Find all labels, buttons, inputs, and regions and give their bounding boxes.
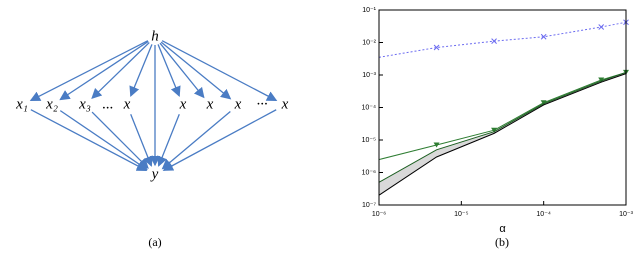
series-line — [378, 71, 627, 183]
node-label: x₂ — [45, 96, 58, 112]
y-tick-label: 10⁻⁵ — [362, 137, 376, 144]
arrow — [157, 44, 181, 97]
arrow — [91, 42, 150, 99]
y-tick-label: 10⁻³ — [362, 72, 376, 79]
x-tick-label: 10⁻⁵ — [454, 211, 468, 218]
series-line — [378, 71, 627, 161]
arrow — [161, 40, 278, 101]
marker — [433, 44, 440, 51]
plot-frame — [378, 9, 627, 206]
arrow — [59, 110, 148, 171]
arrow — [30, 109, 148, 171]
y-tick-label: 10⁻¹ — [362, 7, 376, 14]
arrow — [91, 111, 149, 169]
node-label: ··· — [256, 96, 267, 112]
chart: 10⁻⁶ 10⁻⁵ 10⁻⁴ 10⁻³ 10⁻⁷ 10⁻⁶ 10⁻⁵ 10⁻⁴ 10⁻³ 10⁻²… — [362, 7, 634, 235]
marker — [598, 24, 605, 30]
node-label: x — [123, 96, 131, 112]
arrow — [130, 114, 153, 167]
arrow — [162, 109, 277, 171]
node-label: y — [150, 166, 159, 182]
arrow — [129, 44, 153, 97]
x-tick-label: 10⁻³ — [619, 211, 633, 218]
node-label: x — [206, 96, 214, 112]
arrow — [159, 42, 205, 99]
caption: (a) — [148, 235, 161, 249]
node-label: h — [151, 28, 159, 44]
marker — [491, 38, 497, 45]
x-tick-label: 10⁻⁴ — [536, 211, 551, 218]
marker — [433, 142, 440, 148]
y-tick-label: 10⁻⁷ — [362, 202, 376, 209]
node-label: x₃ — [78, 96, 91, 112]
caption: (b) — [495, 235, 509, 249]
arrow — [29, 40, 149, 102]
marker — [491, 127, 498, 133]
node-label: x₁ — [15, 96, 28, 112]
node-label: ... — [102, 96, 113, 112]
y-tick-label: 10⁻⁶ — [362, 169, 376, 176]
node-label: x — [281, 96, 289, 112]
arrow — [161, 110, 231, 170]
node-label: x — [179, 96, 187, 112]
series-line — [378, 21, 627, 58]
shaded-region — [379, 72, 626, 196]
node-label: x — [234, 96, 242, 112]
x-tick-label: 10⁻⁶ — [372, 211, 386, 218]
x-axis-label: α — [499, 223, 506, 235]
series-line — [378, 73, 627, 196]
arrow — [157, 114, 180, 167]
arrow — [59, 40, 149, 101]
marker — [598, 77, 605, 83]
marker — [540, 33, 547, 40]
y-tick-label: 10⁻⁴ — [362, 104, 377, 111]
diagram: h x₁ x₂ x₃... x x x x ··· x y — [15, 28, 289, 182]
marker — [540, 100, 547, 106]
y-tick-label: 10⁻² — [362, 39, 376, 46]
arrow — [160, 41, 232, 100]
